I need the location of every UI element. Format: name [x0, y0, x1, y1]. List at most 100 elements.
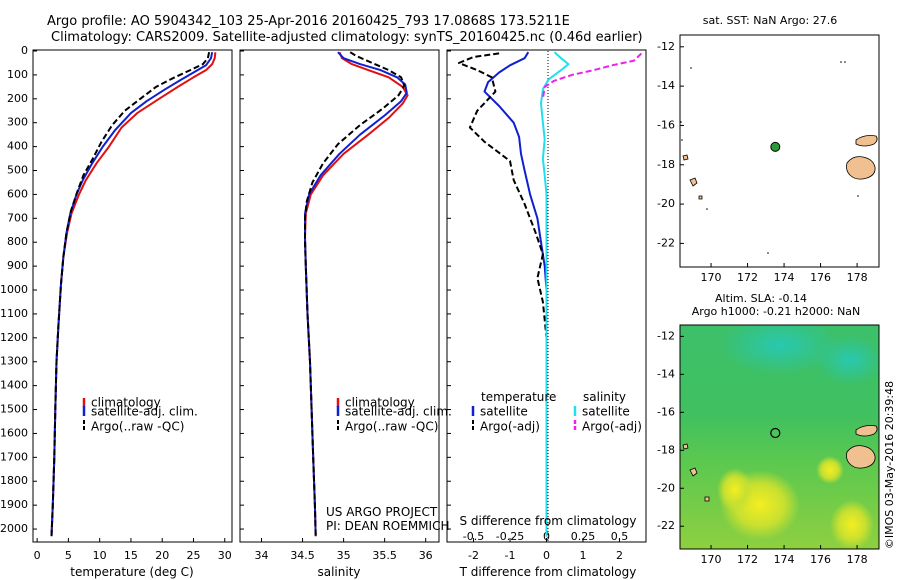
lat-tick-label: -14: [657, 367, 675, 380]
difference-legend: temperature salinity satellite Argo(-adj…: [471, 390, 642, 434]
lon-tick-label: 178: [847, 553, 868, 566]
depth-tick-label: 600: [7, 187, 28, 200]
series-line-climatology: [304, 51, 409, 537]
lon-tick-label: 176: [810, 553, 831, 566]
x-tick-label: 15: [124, 549, 138, 562]
temperature-series: [50, 52, 217, 537]
depth-tick-label: 900: [7, 259, 28, 272]
depth-tick-label: 1800: [0, 474, 28, 487]
coast-dot: [681, 139, 683, 141]
lat-tick-label: -20: [657, 197, 675, 210]
legend-label-argo: Argo(..raw -QC): [91, 420, 184, 434]
x-tick-label: 34: [255, 549, 269, 562]
x-tick-label: 5: [65, 549, 72, 562]
sla-map: Altim. SLA: -0.14 Argo h1000: -0.21 h200…: [657, 292, 880, 566]
sst-coastline: [682, 135, 878, 200]
temperature-legend: climatology satellite-adj. clim. Argo(..…: [82, 396, 198, 434]
x-tick-label: -1: [505, 549, 516, 562]
depth-tick-label: 400: [7, 140, 28, 153]
depth-tick-label: 1400: [0, 379, 28, 392]
sla-yellow-region: [717, 468, 753, 512]
series-line-salinity-argo-adj: [541, 52, 643, 99]
island-vanua-levu: [855, 135, 878, 147]
legend-heading-temperature: temperature: [481, 390, 556, 404]
x-tick-label: 10: [93, 549, 107, 562]
imos-credit: ©IMOS 03-May-2016 20:39:48: [883, 381, 896, 549]
coast-dot: [706, 208, 708, 210]
lat-tick-label: -14: [657, 79, 675, 92]
island-small-1: [682, 443, 689, 450]
series-line-temperature-argo-adj: [457, 52, 548, 537]
sla-cyan-region: [815, 335, 879, 385]
depth-tick-label: 0: [21, 44, 28, 57]
x-tick-label: 0: [543, 549, 550, 562]
sla-cyan-region: [720, 325, 840, 375]
depth-tick-label: 1600: [0, 426, 28, 439]
legend-label-argo: Argo(..raw -QC): [345, 420, 438, 434]
lat-tick-label: -12: [657, 329, 675, 342]
legend-label-satellite: satellite-adj. clim.: [345, 405, 452, 419]
difference-x-axis: -2 -1 0 1 2 -0.5 -0.25 0 0.25 0.5: [447, 50, 628, 562]
island-viti-levu: [846, 445, 876, 469]
sla-map-title-line1: Altim. SLA: -0.14: [715, 292, 807, 305]
legend-label-climatology: climatology: [91, 396, 161, 410]
series-line-salinity-satellite: [540, 51, 570, 537]
legend-label-climatology: climatology: [345, 396, 415, 410]
temperature-panel: 0100200300400500600700800900100011001200…: [0, 44, 233, 579]
lon-tick-label: 174: [774, 271, 795, 284]
s-tick-label: -0.5: [463, 530, 484, 543]
sla-map-frame: [679, 324, 880, 550]
sla-map-title-line2: Argo h1000: -0.21 h2000: NaN: [692, 305, 861, 318]
sla-field: [680, 325, 879, 549]
argo-float-marker: [770, 427, 781, 439]
argo-float-marker: [770, 141, 781, 152]
x-tick-label: 35: [337, 549, 351, 562]
lat-tick-label: -16: [657, 118, 675, 131]
depth-tick-label: 2000: [0, 522, 28, 535]
sst-map-axes: 170 172 174 176 178 -12 -14 -16 -18 -20 -22: [657, 40, 868, 284]
lat-tick-label: -20: [657, 481, 675, 494]
depth-tick-label: 200: [7, 92, 28, 105]
s-tick-label: 0.25: [571, 530, 596, 543]
salinity-series: [304, 51, 409, 537]
coast-dot: [767, 252, 769, 254]
lon-tick-label: 170: [701, 553, 722, 566]
s-tick-label: 0: [543, 530, 550, 543]
island-small-2: [704, 496, 710, 502]
island-viti-levu: [846, 156, 876, 180]
series-line-satellite-adj-clim: [50, 52, 214, 537]
series-line-argo-raw-qc: [50, 52, 211, 537]
legend-label-s-argo: Argo(-adj): [582, 420, 642, 434]
lon-tick-label: 172: [737, 271, 758, 284]
lat-tick-label: -16: [657, 405, 675, 418]
t-difference-label: T difference from climatology: [459, 565, 637, 579]
lon-tick-label: 178: [847, 271, 868, 284]
sst-coast-dots: [680, 61, 859, 254]
sla-map-axes: 170 172 174 176 178 -12 -14 -16 -18 -20 -22: [657, 329, 868, 566]
sla-yellow-region: [830, 500, 874, 549]
depth-tick-label: 1500: [0, 403, 28, 416]
lat-tick-label: -22: [657, 519, 675, 532]
salinity-xlabel: salinity: [317, 565, 360, 579]
depth-tick-label: 1000: [0, 283, 28, 296]
x-tick-label: 2: [616, 549, 623, 562]
figure-title-line1: Argo profile: AO 5904342_103 25-Apr-2016…: [47, 14, 570, 29]
temperature-frame: [32, 49, 233, 543]
series-line-satellite-adj-clim: [304, 51, 408, 537]
x-tick-label: 36: [419, 549, 433, 562]
x-tick-label: 35.5: [372, 549, 397, 562]
depth-tick-label: 1100: [0, 307, 28, 320]
series-line-climatology: [50, 52, 217, 537]
lon-tick-label: 176: [810, 271, 831, 284]
depth-tick-label: 1300: [0, 355, 28, 368]
depth-tick-label: 1700: [0, 450, 28, 463]
coast-dot: [844, 61, 846, 63]
lon-tick-label: 172: [737, 553, 758, 566]
legend-label-satellite: satellite-adj. clim.: [91, 405, 198, 419]
temperature-xlabel: temperature (deg C): [70, 565, 193, 579]
coast-dot: [680, 121, 682, 123]
depth-axis: 0 100 200 300 400 500 600 700 800 900 1000 1100 1200…: [0, 44, 37, 535]
island-yasawa: [689, 177, 698, 187]
series-line-argo-raw-qc: [304, 51, 406, 537]
temperature-x-axis: 0 5 10 15 20 25 30: [34, 538, 232, 562]
